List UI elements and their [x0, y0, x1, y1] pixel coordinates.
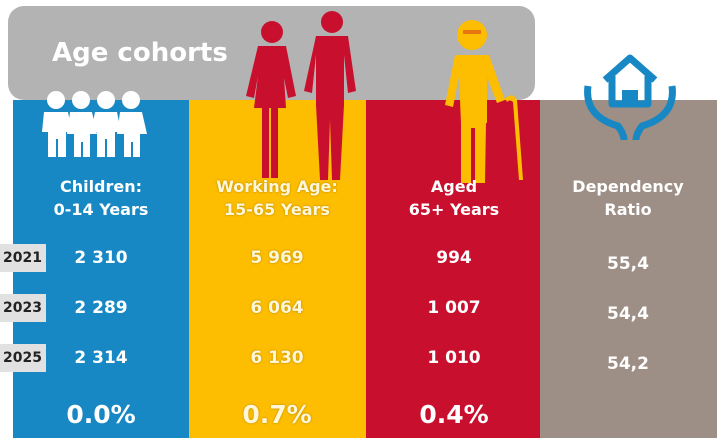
cell-value: 54,2 — [607, 354, 649, 374]
change-value: 0.0% — [66, 400, 136, 429]
cell-value: 5 969 — [250, 248, 304, 268]
aged-icon — [445, 20, 523, 183]
cell-value: 55,4 — [607, 254, 649, 274]
cell-value: 54,4 — [607, 304, 649, 324]
column-heading: Working Age: — [216, 177, 338, 196]
change-value: 0.4% — [419, 400, 489, 429]
cell-value: 2 289 — [74, 298, 128, 318]
cell-value: 2 314 — [74, 348, 128, 368]
column-heading: Ratio — [604, 200, 652, 219]
children-icon — [42, 91, 147, 157]
year-label: 2021 — [0, 244, 46, 272]
cell-value: 6 130 — [250, 348, 304, 368]
ratio-column — [540, 100, 717, 438]
column-heading: Children: — [59, 177, 143, 196]
cell-value: 1 007 — [427, 298, 481, 318]
year-label: 2023 — [0, 294, 46, 322]
cell-value: 6 064 — [250, 298, 304, 318]
house-door — [622, 90, 638, 104]
column-heading: Aged — [430, 177, 478, 196]
change-value: 0.7% — [242, 400, 312, 429]
adults-icon — [246, 11, 356, 180]
column-heading: 65+ Years — [408, 200, 500, 219]
column-heading: Dependency — [572, 177, 684, 196]
year-label: 2025 — [0, 344, 46, 372]
aged-column — [366, 100, 540, 438]
column-heading: 0-14 Years — [53, 200, 149, 219]
cell-value: 994 — [436, 248, 472, 268]
column-heading: 15-65 Years — [224, 200, 330, 219]
cell-value: 2 310 — [74, 248, 128, 268]
title: Age cohorts — [52, 38, 228, 68]
cell-value: 1 010 — [427, 348, 481, 368]
